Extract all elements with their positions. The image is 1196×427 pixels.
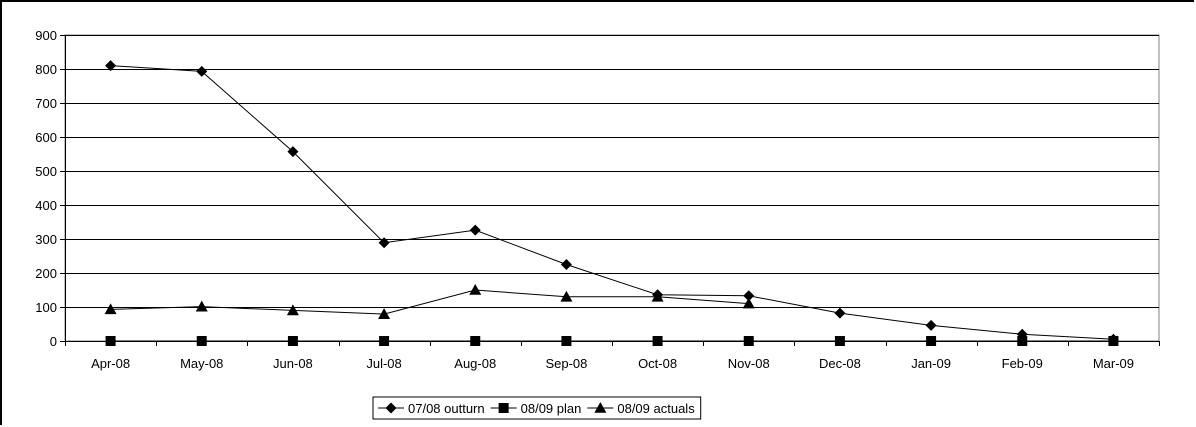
data-point-1-Sep-08 xyxy=(561,336,572,346)
x-tick-label-Nov-08: Nov-08 xyxy=(728,356,770,371)
data-point-0-May-08 xyxy=(196,65,208,77)
series-2 xyxy=(104,284,755,319)
data-point-1-Feb-09 xyxy=(1017,336,1028,346)
y-tick-label-200: 200 xyxy=(35,266,57,281)
legend-item-1: 08/09 plan xyxy=(490,401,582,416)
data-point-1-Jul-08 xyxy=(379,336,390,346)
data-point-2-Oct-08 xyxy=(651,290,664,302)
y-tick-label-300: 300 xyxy=(35,232,57,247)
data-point-1-Jan-09 xyxy=(926,336,937,346)
legend-label-0: 07/08 outturn xyxy=(408,401,485,416)
plot-background xyxy=(64,34,1160,342)
y-tick-label-600: 600 xyxy=(35,130,57,145)
data-point-2-Apr-08 xyxy=(104,303,117,315)
data-point-2-Jul-08 xyxy=(378,308,391,319)
data-point-1-Jun-08 xyxy=(287,336,298,346)
legend-item-2: 08/09 actuals xyxy=(587,401,695,416)
data-point-0-Jun-08 xyxy=(287,146,299,158)
legend-label-1: 08/09 plan xyxy=(521,401,582,416)
data-point-1-Oct-08 xyxy=(652,336,663,346)
data-point-0-Jan-09 xyxy=(925,319,937,331)
x-tick-label-Jan-09: Jan-09 xyxy=(911,356,951,371)
plot-area xyxy=(64,34,1160,342)
series-1 xyxy=(105,336,1119,346)
data-point-1-Mar-09 xyxy=(1108,336,1119,346)
legend-label-2: 08/09 actuals xyxy=(617,401,695,416)
x-tick-label-Mar-09: Mar-09 xyxy=(1093,356,1134,371)
data-point-1-Apr-08 xyxy=(105,336,116,346)
y-tick-label-700: 700 xyxy=(35,96,57,111)
legend-box xyxy=(372,396,702,420)
data-point-0-Aug-08 xyxy=(469,224,481,236)
data-point-1-May-08 xyxy=(196,336,207,346)
data-point-1-Nov-08 xyxy=(743,336,754,346)
y-tick-label-500: 500 xyxy=(35,164,57,179)
x-tick-label-Aug-08: Aug-08 xyxy=(454,356,496,371)
data-point-0-Sep-08 xyxy=(560,259,572,270)
gridlines xyxy=(65,35,1159,308)
data-point-0-Dec-08 xyxy=(834,307,846,319)
y-tick-label-0: 0 xyxy=(50,334,57,349)
data-point-0-Jul-08 xyxy=(378,237,390,249)
legend-marker-0 xyxy=(385,402,397,414)
y-tick-label-400: 400 xyxy=(35,198,57,213)
y-tick-label-100: 100 xyxy=(35,300,57,315)
data-point-1-Dec-08 xyxy=(834,336,845,346)
x-tick-label-Jul-08: Jul-08 xyxy=(366,356,401,371)
data-point-0-Nov-08 xyxy=(743,290,755,302)
legend-marker-2 xyxy=(594,402,607,413)
legend-items: 07/08 outturn 08/09 plan 08/09 actuals xyxy=(378,401,695,416)
x-tick-label-Dec-08: Dec-08 xyxy=(819,356,861,371)
series-layer xyxy=(104,60,1119,346)
data-point-1-Aug-08 xyxy=(470,336,481,346)
x-tick-label-Feb-09: Feb-09 xyxy=(1002,356,1043,371)
legend: 07/08 outturn 08/09 plan 08/09 actuals xyxy=(372,396,702,420)
series-line-2 xyxy=(110,289,749,315)
x-tick-labels: Apr-08 May-08 Jun-08 Jul-08 Aug-08 Sep-08 Oct-… xyxy=(91,356,1134,371)
x-tick-label-May-08: May-08 xyxy=(180,356,223,371)
data-point-0-Apr-08 xyxy=(105,60,117,72)
legend-marker-1 xyxy=(498,403,509,413)
data-point-2-Aug-08 xyxy=(469,284,482,295)
series-line-0 xyxy=(110,65,1114,340)
x-tick-label-Apr-08: Apr-08 xyxy=(91,356,130,371)
data-point-2-Jun-08 xyxy=(286,304,299,316)
y-tick-labels: 0 100 200 300 400 500 600 700 800 900 xyxy=(35,28,57,349)
x-tick-label-Jun-08: Jun-08 xyxy=(273,356,313,371)
data-point-2-Nov-08 xyxy=(742,297,755,309)
data-point-2-May-08 xyxy=(195,300,208,312)
x-tick-label-Sep-08: Sep-08 xyxy=(545,356,587,371)
data-point-2-Sep-08 xyxy=(560,290,573,302)
y-tick-label-800: 800 xyxy=(35,62,57,77)
x-tick-label-Oct-08: Oct-08 xyxy=(638,356,677,371)
legend-item-0: 07/08 outturn xyxy=(378,401,485,416)
y-tick-label-900: 900 xyxy=(35,28,57,43)
